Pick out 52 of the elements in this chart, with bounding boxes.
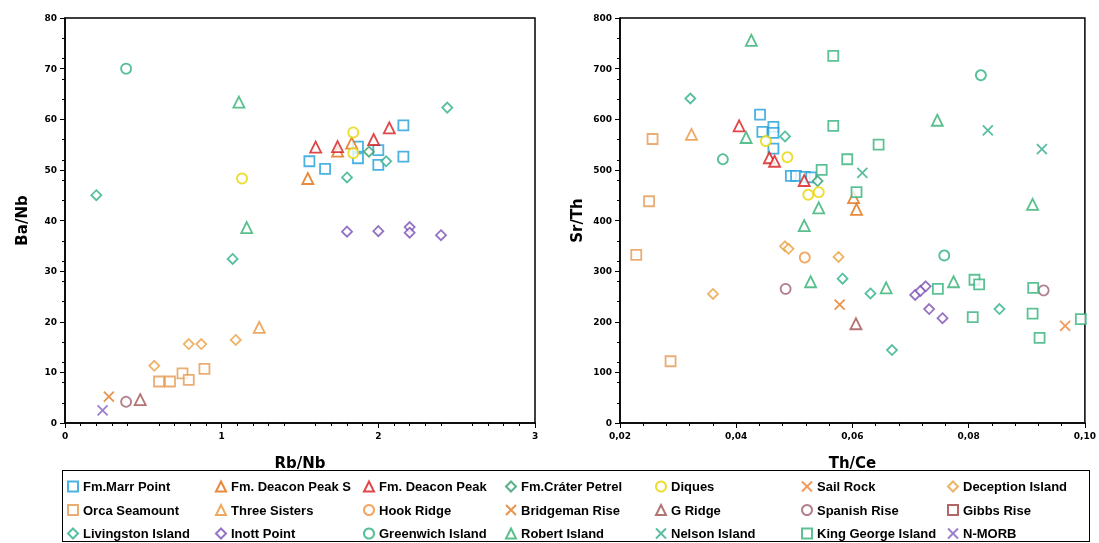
y-tick-label: 60 [44, 114, 57, 125]
y-tick-label: 700 [593, 63, 612, 74]
y-tick-label: 800 [593, 13, 612, 23]
x-tick-label: 1 [218, 430, 225, 441]
legend-label: Fm.Marr Point [83, 479, 172, 494]
legend-label: G Ridge [671, 502, 721, 518]
legend-label: Fm. Deacon Peak [379, 479, 488, 494]
y-tick-label: 0 [605, 418, 612, 428]
y-tick-label: 10 [44, 367, 57, 378]
y-tick-label: 400 [593, 215, 612, 226]
legend-label: Deception Island [963, 479, 1068, 494]
y-tick-label: 80 [44, 13, 57, 23]
y-tick-label: 0 [50, 418, 57, 428]
x-tick-label: 2 [375, 430, 382, 441]
x-tick-label: 0 [61, 430, 69, 441]
legend-label: Nelson Island [671, 526, 756, 541]
y-tick-label: 300 [593, 266, 612, 277]
legend-label: Robert Island [521, 526, 605, 541]
legend-label: Spanish Rise [817, 502, 899, 518]
x-tick-label: 0,06 [841, 430, 864, 441]
legend-label: Hook Ridge [379, 502, 452, 518]
y-axis-title: Sr/Th [567, 198, 586, 243]
y-tick-label: 100 [593, 367, 612, 378]
legend-label: Diques [671, 479, 715, 494]
legend-label: Livingston Island [83, 526, 190, 541]
y-axis-title: Ba/Nb [12, 195, 31, 246]
y-tick-label: 50 [44, 164, 57, 175]
y-tick-label: 20 [44, 316, 57, 327]
legend-label: Three Sisters [231, 502, 314, 518]
legend-label: King George Island [817, 526, 937, 541]
legend-label: Fm. Deacon Peak S [231, 479, 352, 494]
legend-label: Bridgeman Rise [521, 502, 620, 518]
x-tick-label: 3 [531, 430, 539, 441]
y-tick-label: 70 [44, 63, 57, 74]
legend-label: Inott Point [231, 526, 296, 541]
legend-label: Gibbs Rise [963, 502, 1031, 518]
legend-label: Sail Rock [817, 479, 877, 494]
x-tick-label: 0,02 [608, 430, 632, 441]
x-tick-label: 0,04 [725, 430, 748, 441]
legend-label: Fm.Cráter Petrel [521, 479, 623, 494]
y-tick-label: 40 [44, 215, 57, 226]
legend-label: Orca Seamount [83, 502, 180, 518]
x-axis-title: Th/Ce [828, 453, 877, 472]
x-tick-label: 0,10 [1073, 430, 1097, 441]
y-tick-label: 500 [593, 164, 612, 175]
y-tick-label: 200 [593, 316, 612, 327]
legend-label: Greenwich Island [379, 526, 487, 541]
legend-label: N-MORB [963, 526, 1017, 541]
x-axis-title: Rb/Nb [274, 453, 326, 472]
y-tick-label: 30 [44, 266, 57, 277]
y-tick-label: 600 [593, 114, 612, 125]
x-tick-label: 0,08 [957, 430, 980, 441]
